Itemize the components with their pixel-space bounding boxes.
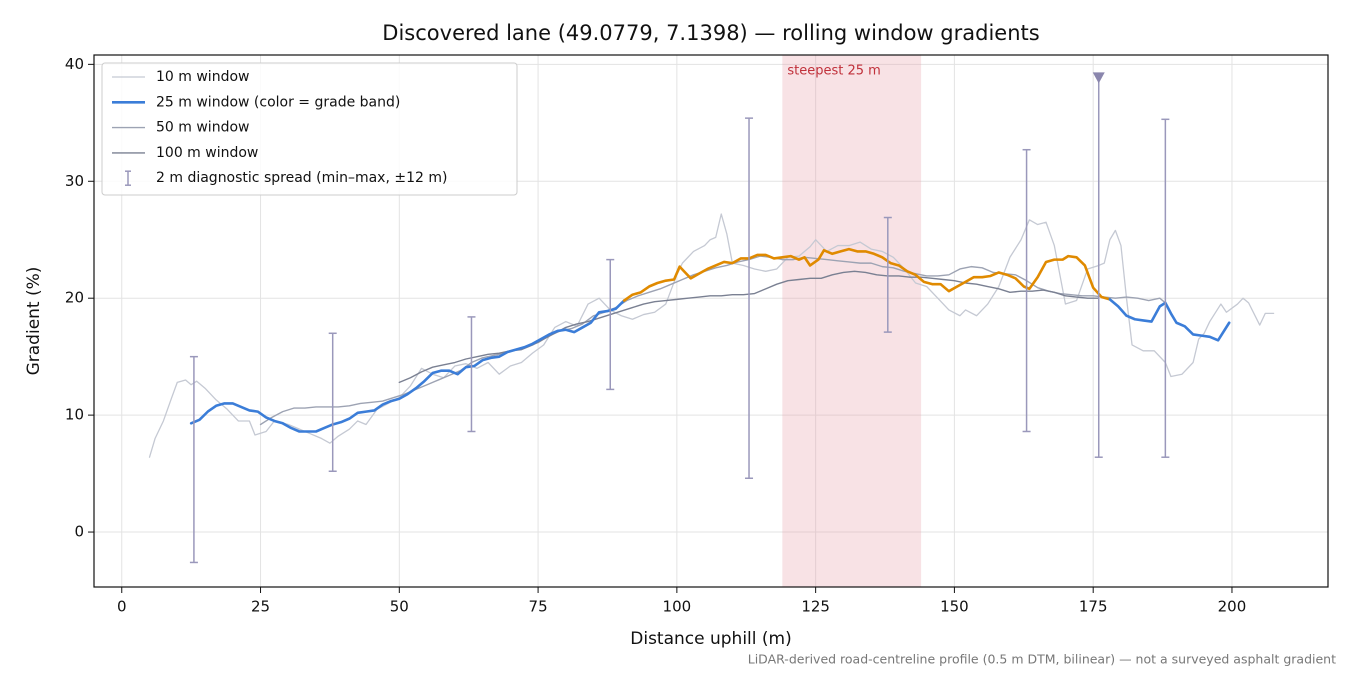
x-tick-label: 50 xyxy=(390,598,409,616)
legend-label: 25 m window (color = grade band) xyxy=(156,94,400,110)
series-line xyxy=(1108,298,1231,342)
series-line xyxy=(622,247,1112,302)
x-tick-label: 100 xyxy=(663,598,692,616)
span-label: steepest 25 m xyxy=(787,64,880,79)
series-line xyxy=(189,299,626,433)
x-tick-label: 150 xyxy=(940,598,969,616)
y-axis-label: Gradient (%) xyxy=(24,267,44,376)
legend-label: 2 m diagnostic spread (min–max, ±12 m) xyxy=(156,170,447,186)
legend-box xyxy=(101,62,518,196)
x-tick-label: 25 xyxy=(251,598,270,616)
x-tick-label: 200 xyxy=(1218,598,1247,616)
legend-label: 10 m window xyxy=(156,69,249,85)
highlight-span xyxy=(782,55,922,587)
legend-label: 100 m window xyxy=(156,145,258,161)
y-tick-label: 20 xyxy=(65,289,84,307)
chart-title: Discovered lane (49.0779, 7.1398) — roll… xyxy=(382,21,1039,45)
x-tick-label: 125 xyxy=(801,598,830,616)
x-tick-label: 75 xyxy=(529,598,548,616)
series-line xyxy=(148,213,1275,458)
legend: 10 m window 25 m window (color = grade ba… xyxy=(101,62,518,196)
x-tick-label: 175 xyxy=(1079,598,1108,616)
error-cap-marker xyxy=(1092,72,1105,84)
x-tick-label: 0 xyxy=(117,598,127,616)
x-axis-label: Distance uphill (m) xyxy=(630,629,791,649)
y-tick-label: 30 xyxy=(65,172,84,190)
footer-note: LiDAR-derived road-centreline profile (0… xyxy=(748,652,1336,667)
legend-label: 50 m window xyxy=(156,120,249,136)
y-tick-label: 10 xyxy=(65,406,84,424)
plot-frame xyxy=(93,54,1329,588)
y-tick-label: 40 xyxy=(65,55,84,73)
y-tick-label: 0 xyxy=(74,523,84,541)
